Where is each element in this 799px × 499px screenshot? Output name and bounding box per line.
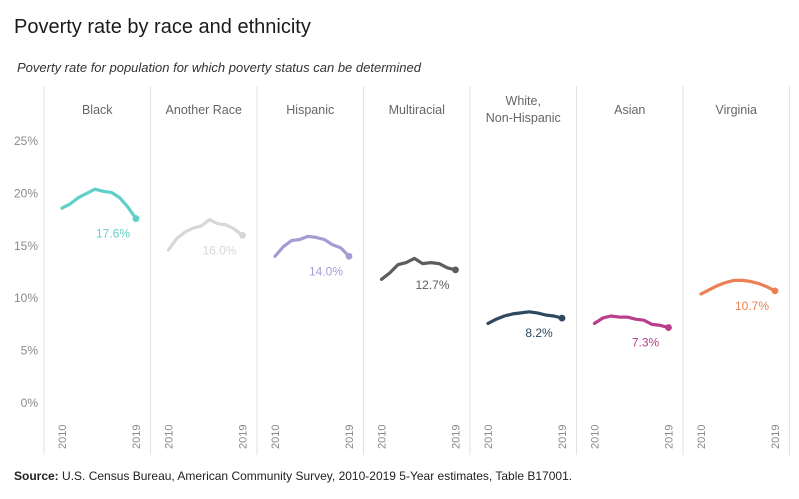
- end-point-virginia: [771, 287, 779, 295]
- x-tick-label: 2010: [696, 425, 708, 449]
- series-line-another-race: [166, 218, 245, 252]
- end-value-label-asian: 7.3%: [632, 336, 660, 350]
- y-tick-label: 5%: [21, 344, 39, 358]
- end-point-asian: [665, 324, 672, 331]
- end-value-label-black: 17.6%: [96, 227, 130, 241]
- x-tick-label: 2019: [557, 425, 569, 449]
- end-point-hispanic: [345, 252, 353, 260]
- source-label: Source:: [14, 469, 59, 483]
- source-text: U.S. Census Bureau, American Community S…: [62, 469, 573, 483]
- end-value-label-another-race: 16.0%: [202, 243, 236, 257]
- x-tick-label: 2010: [270, 425, 282, 449]
- x-tick-label: 2019: [344, 425, 356, 449]
- x-tick-label: 2010: [57, 425, 69, 449]
- series-line-multiracial: [379, 256, 458, 281]
- series-line-asian: [592, 314, 671, 330]
- series-line-black: [60, 187, 138, 221]
- end-value-label-multiracial: 12.7%: [415, 278, 449, 292]
- panel-title-multiracial: Multiracial: [389, 103, 445, 117]
- x-tick-label: 2019: [451, 425, 463, 449]
- panel-title-asian: Asian: [614, 103, 645, 117]
- panel-title-another-race: Another Race: [166, 103, 242, 117]
- y-tick-label: 20%: [14, 186, 38, 200]
- y-tick-label: 10%: [14, 291, 38, 305]
- source-note: Source: U.S. Census Bureau, American Com…: [14, 469, 572, 483]
- chart-subtitle: Poverty rate for population for which po…: [17, 60, 421, 75]
- x-tick-label: 2010: [590, 425, 602, 449]
- end-point-white-non-hispanic: [558, 314, 566, 322]
- panel-title-white-non-hispanic: Non-Hispanic: [486, 111, 561, 125]
- end-point-another-race: [239, 231, 246, 239]
- x-tick-label: 2010: [164, 425, 176, 449]
- x-tick-label: 2019: [238, 425, 250, 449]
- x-tick-label: 2019: [131, 425, 143, 449]
- panel-title-hispanic: Hispanic: [286, 103, 334, 117]
- series-line-white-non-hispanic: [486, 310, 564, 325]
- end-value-label-hispanic: 14.0%: [309, 264, 343, 278]
- end-value-label-virginia: 10.7%: [735, 299, 769, 313]
- end-point-multiracial: [452, 266, 459, 274]
- y-tick-label: 0%: [21, 396, 39, 410]
- series-line-virginia: [699, 278, 777, 296]
- y-tick-label: 25%: [14, 134, 38, 148]
- x-tick-label: 2010: [483, 425, 495, 449]
- end-value-label-white-non-hispanic: 8.2%: [525, 326, 553, 340]
- chart-title: Poverty rate by race and ethnicity: [14, 16, 311, 38]
- x-tick-label: 2019: [770, 425, 782, 449]
- x-tick-label: 2019: [664, 425, 676, 449]
- panel-title-white-non-hispanic: White,: [506, 94, 541, 108]
- y-tick-label: 15%: [14, 239, 38, 253]
- panel-title-black: Black: [82, 103, 113, 117]
- panel-title-virginia: Virginia: [716, 103, 758, 117]
- end-point-black: [132, 215, 140, 222]
- x-tick-label: 2010: [377, 425, 389, 449]
- series-line-hispanic: [273, 234, 351, 258]
